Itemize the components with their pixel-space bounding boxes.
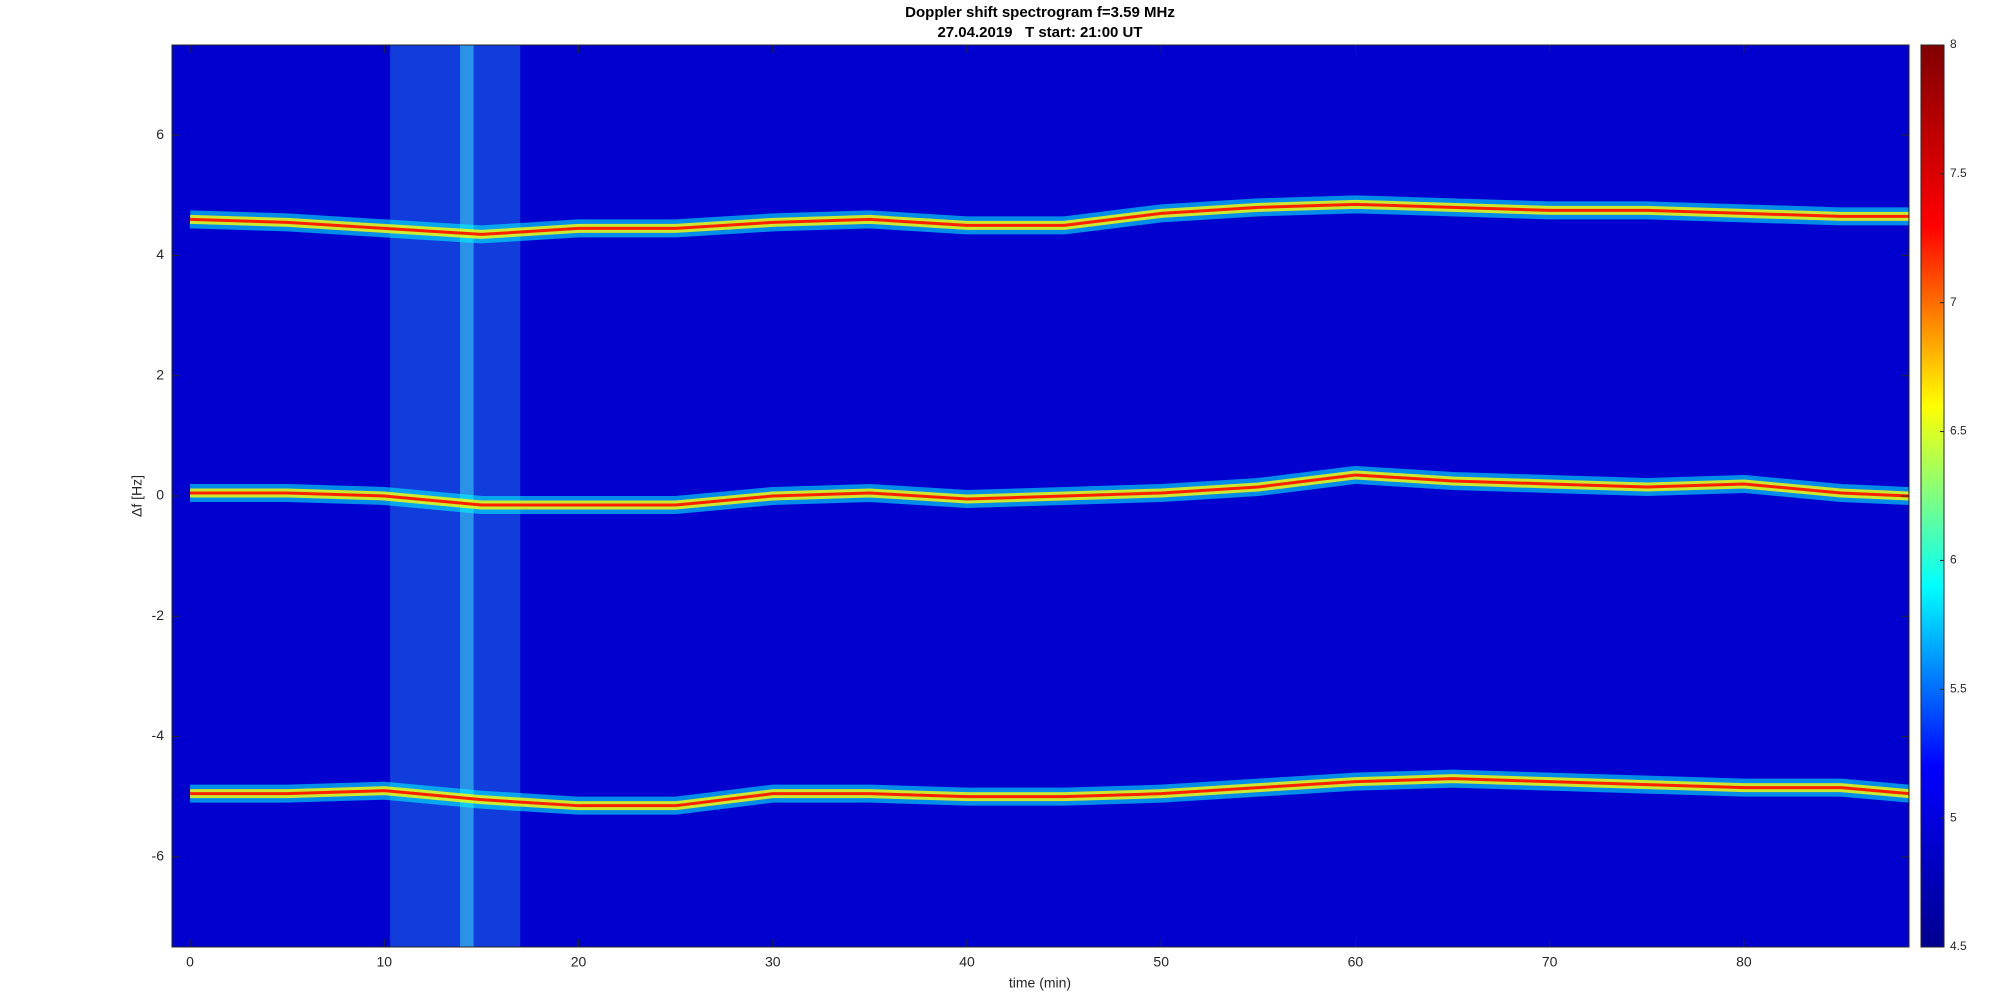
- colorbar-tick-label: 5: [1950, 810, 1957, 824]
- colorbar-tick-label: 8: [1950, 37, 1957, 51]
- x-tick-label: 10: [377, 954, 393, 970]
- doppler-trace: [190, 202, 1909, 236]
- x-tick-label: 70: [1542, 954, 1558, 970]
- colorbar-tick-label: 4.5: [1950, 939, 1967, 953]
- x-tick-label: 60: [1348, 954, 1364, 970]
- y-tick-label: -4: [152, 727, 165, 743]
- y-tick-label: 2: [156, 366, 164, 382]
- x-tick-label: 20: [571, 954, 587, 970]
- colorbar-tick-label: 6: [1950, 553, 1957, 567]
- colorbar: [1920, 44, 1945, 948]
- x-tick-label: 50: [1153, 954, 1169, 970]
- colorbar-tick-label: 6.5: [1950, 424, 1967, 438]
- x-tick-label: 0: [186, 954, 194, 970]
- colorbar-tick-label: 7: [1950, 295, 1957, 309]
- colorbar-tick-label: 7.5: [1950, 166, 1967, 180]
- x-tick-label: 30: [765, 954, 781, 970]
- colorbar-tick-label: 5.5: [1950, 681, 1967, 695]
- doppler-trace: [190, 777, 1909, 808]
- x-tick-label: 40: [959, 954, 975, 970]
- plot-area: [189, 45, 1909, 947]
- x-axis-label: time (min): [1009, 975, 1071, 991]
- y-tick-label: -2: [152, 607, 165, 623]
- y-tick-label: 6: [156, 126, 164, 142]
- y-tick-label: 0: [156, 487, 164, 503]
- y-tick-label: -6: [152, 848, 165, 864]
- chart-title: Doppler shift spectrogram f=3.59 MHz: [905, 4, 1175, 21]
- doppler-trace: [190, 473, 1909, 507]
- x-tick-label: 80: [1736, 954, 1752, 970]
- y-axis-label: Δf [Hz]: [129, 475, 145, 517]
- chart-subtitle: 27.04.2019 T start: 21:00 UT: [937, 24, 1142, 41]
- y-tick-label: 4: [156, 246, 164, 262]
